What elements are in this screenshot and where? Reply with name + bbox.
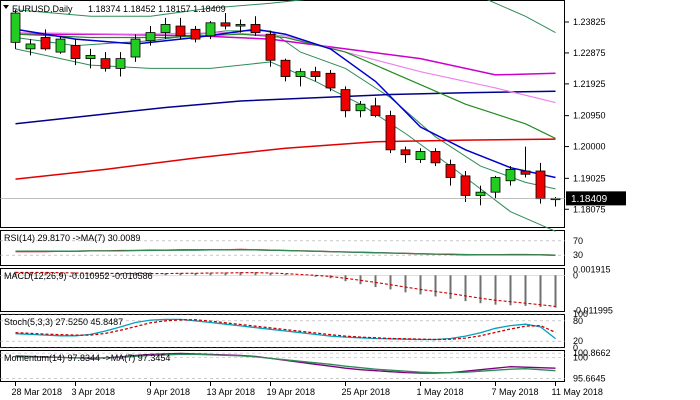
candle — [160, 24, 171, 33]
candle — [55, 38, 66, 53]
candle — [370, 105, 381, 117]
date-label: 11 May 2018 — [552, 387, 603, 397]
moving-average-line — [15, 33, 556, 139]
candle — [175, 25, 186, 37]
candle — [130, 38, 141, 58]
panel-frame — [0, 314, 565, 348]
moving-average-line — [15, 90, 556, 125]
price-tick-label: 1.22875 — [573, 48, 606, 58]
candle — [220, 22, 231, 27]
panel-frame — [0, 230, 565, 266]
date-label: 7 May 2018 — [492, 387, 539, 397]
indicator-line — [15, 319, 556, 341]
price-title: EURUSD,Daily — [12, 4, 73, 14]
indicator-tick-label: 20 — [573, 336, 583, 346]
indicator-tick-label: 0 — [573, 343, 578, 353]
indicator-line — [15, 249, 556, 256]
indicator-tick-label: 100 — [573, 309, 588, 319]
moving-average-line — [15, 48, 556, 232]
indicator-tick-label: 30 — [573, 250, 583, 260]
candle — [445, 164, 456, 178]
indicator-tick-label: 70 — [573, 236, 583, 246]
candle — [355, 103, 366, 112]
macd-title: MACD(12,26,9) -0.010952 -0.010586 — [4, 271, 153, 281]
candle — [490, 177, 501, 193]
moving-average-line — [15, 0, 556, 34]
date-label: 28 Mar 2018 — [12, 387, 63, 397]
indicator-line — [15, 318, 556, 341]
candle — [250, 24, 261, 33]
candle — [295, 71, 306, 77]
indicator-tick-label: 100 — [573, 352, 588, 362]
candle — [415, 151, 426, 160]
last-price-box — [566, 191, 626, 206]
collapse-triangle-icon — [3, 5, 9, 9]
indicator-tick-label: 100.8662 — [573, 348, 611, 358]
candle — [205, 22, 216, 37]
price-tick-label: 1.20950 — [573, 111, 606, 121]
date-label: 13 Apr 2018 — [207, 387, 256, 397]
panel-frame — [0, 268, 565, 312]
candle — [10, 12, 21, 43]
price-panel: 1.23825 1.22875 1.21925 1.20950 1.20000 1.190… — [0, 0, 626, 232]
indicator-line — [15, 353, 556, 374]
candle — [400, 149, 411, 156]
candle — [535, 170, 546, 200]
moving-average-line — [15, 28, 556, 179]
candle — [40, 37, 51, 50]
panel-frame — [0, 350, 565, 382]
candle — [280, 59, 291, 77]
date-label: 3 Apr 2018 — [72, 387, 116, 397]
macd-signal-line — [15, 271, 556, 307]
candle — [190, 28, 201, 40]
candle — [265, 33, 276, 61]
last-price-label: 1.18409 — [571, 194, 608, 205]
price-tick-label: 1.18075 — [573, 204, 606, 214]
ohlc-header: 1.18374 1.18452 1.18157 1.18409 — [88, 4, 226, 14]
candle — [475, 191, 486, 196]
macd-tick-label: 0 — [573, 270, 578, 280]
macd-tick-label: -0.011995 — [573, 306, 613, 316]
date-label: 25 Apr 2018 — [342, 387, 391, 397]
date-axis: 28 Mar 2018 3 Apr 2018 9 Apr 2018 13 Apr 20… — [12, 382, 603, 397]
price-tick-label: 1.20000 — [573, 142, 606, 152]
indicator-title: RSI(14) 29.8170 ->MA(7) 30.0089 — [4, 233, 140, 243]
date-label: 19 Apr 2018 — [267, 387, 316, 397]
moving-average-line — [15, 138, 556, 180]
candle — [145, 32, 156, 42]
candle — [460, 175, 471, 196]
candle — [310, 71, 321, 77]
candle — [505, 168, 516, 182]
price-tick-label: 1.19025 — [573, 173, 606, 183]
indicator-title: Stoch(5,3,3) 27.5250 45.8487 — [4, 317, 123, 327]
candle — [430, 151, 441, 164]
candle — [115, 58, 126, 69]
price-tick-label: 1.21925 — [573, 79, 606, 89]
candle — [100, 58, 111, 69]
indicator-title: Momentum(14) 97.8344 ->MA(7) 97.3454 — [4, 353, 170, 363]
candle — [340, 89, 351, 112]
date-label: 1 May 2018 — [417, 387, 464, 397]
indicator-tick-label: 80 — [573, 316, 583, 326]
candle — [520, 170, 531, 175]
date-label: 9 Apr 2018 — [147, 387, 191, 397]
candle — [70, 45, 81, 60]
macd-tick-label: 0.001915 — [573, 265, 611, 275]
panel-frame — [0, 0, 565, 228]
candle — [325, 72, 336, 89]
candle — [235, 24, 246, 27]
indicator-tick-label: 95.6645 — [573, 374, 606, 384]
candle — [385, 115, 396, 151]
price-tick-label: 1.23825 — [573, 17, 606, 27]
panels: 1.23825 1.22875 1.21925 1.20950 1.20000 1.190… — [0, 0, 626, 384]
candle — [85, 54, 96, 60]
candle — [25, 43, 36, 50]
indicator-panel: 70 30 RSI(14) 29.8170 ->MA(7) 30.0089 — [0, 233, 583, 260]
